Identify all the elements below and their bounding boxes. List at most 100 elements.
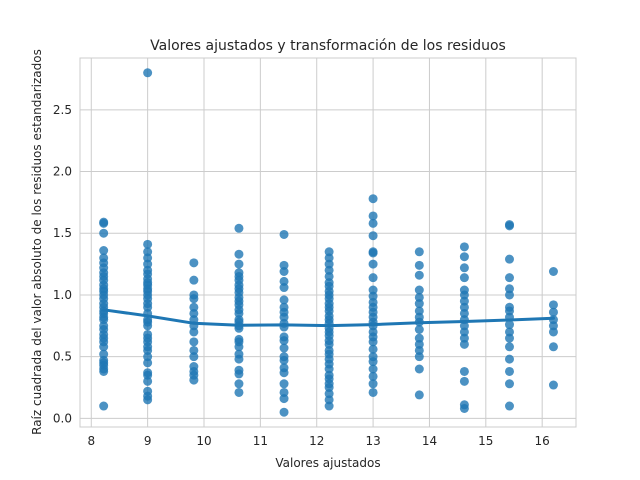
data-point [279,363,289,373]
data-point [414,333,424,343]
data-point [414,339,424,349]
data-point [143,386,153,396]
data-point [143,376,153,386]
data-point [189,362,199,372]
data-point [459,252,469,262]
data-point [504,342,514,352]
data-point [548,321,558,331]
data-point [368,231,378,241]
data-point [459,400,469,410]
x-tick-label: 15 [478,434,493,448]
data-point [459,366,469,376]
data-point [504,290,514,300]
data-point [143,253,153,263]
data-point [368,364,378,374]
data-point [368,218,378,228]
x-tick-label: 14 [422,434,437,448]
data-point [279,267,289,277]
data-point [504,302,514,312]
data-point [459,321,469,331]
data-point [459,242,469,252]
data-point [143,352,153,362]
data-point [143,239,153,249]
data-point [324,247,334,257]
data-point [234,249,244,259]
data-point [548,380,558,390]
data-point [99,355,109,365]
data-point [504,379,514,389]
data-point [234,334,244,344]
data-point [504,401,514,411]
x-tick-label: 12 [309,434,324,448]
data-point [279,283,289,293]
y-tick-label: 1.0 [53,288,72,302]
data-point [143,368,153,378]
x-axis-label: Valores ajustados [275,456,380,470]
y-tick-label: 1.5 [53,226,72,240]
data-point [414,299,424,309]
data-point [414,260,424,270]
data-point [368,387,378,397]
data-point [414,364,424,374]
data-point [459,333,469,343]
data-point [279,379,289,389]
data-point [99,217,109,227]
data-point [279,302,289,312]
data-point [234,365,244,375]
y-tick-label: 2.0 [53,165,72,179]
data-point [189,290,199,300]
data-point [368,211,378,221]
data-point [504,284,514,294]
data-point [459,296,469,306]
data-point [368,273,378,283]
data-point [368,344,378,354]
data-point [368,352,378,362]
data-point [459,339,469,349]
data-point [279,407,289,417]
data-point [504,354,514,364]
data-point [414,306,424,316]
points [99,68,558,417]
y-axis-label: Raíz cuadrada del valor absoluto de los … [30,49,44,435]
axes-frame [79,57,577,428]
data-point [368,285,378,295]
data-point [143,358,153,368]
x-tick-label: 10 [196,434,211,448]
data-point [459,327,469,337]
y-tick-label: 0.0 [53,411,72,425]
data-point [143,259,153,269]
data-point [459,302,469,312]
data-point [279,352,289,362]
y-tick-labels: 0.0 0.5 1.0 1.5 2.0 2.5 [53,103,72,426]
data-point [368,291,378,301]
data-point [234,379,244,389]
data-point [548,327,558,337]
data-point [189,337,199,347]
data-point [414,352,424,362]
data-point [324,345,334,355]
data-point [279,343,289,353]
data-point [234,268,244,278]
data-point [504,333,514,343]
data-point [324,278,334,288]
data-point [324,253,334,263]
data-point [99,349,109,359]
data-point [189,302,199,312]
data-point [279,387,289,397]
data-point [279,260,289,270]
data-point [459,308,469,318]
data-point [368,247,378,257]
data-point [368,379,378,389]
data-point [234,315,244,325]
data-point [143,247,153,257]
y-tick-label: 2.5 [53,103,72,117]
x-tick-label: 13 [365,434,380,448]
data-point [414,285,424,295]
y-tick-label: 0.5 [53,350,72,364]
x-tick-label: 16 [535,434,550,448]
data-point [279,229,289,239]
data-point [324,259,334,269]
data-point [143,68,153,78]
data-point [324,265,334,275]
data-point [414,247,424,257]
